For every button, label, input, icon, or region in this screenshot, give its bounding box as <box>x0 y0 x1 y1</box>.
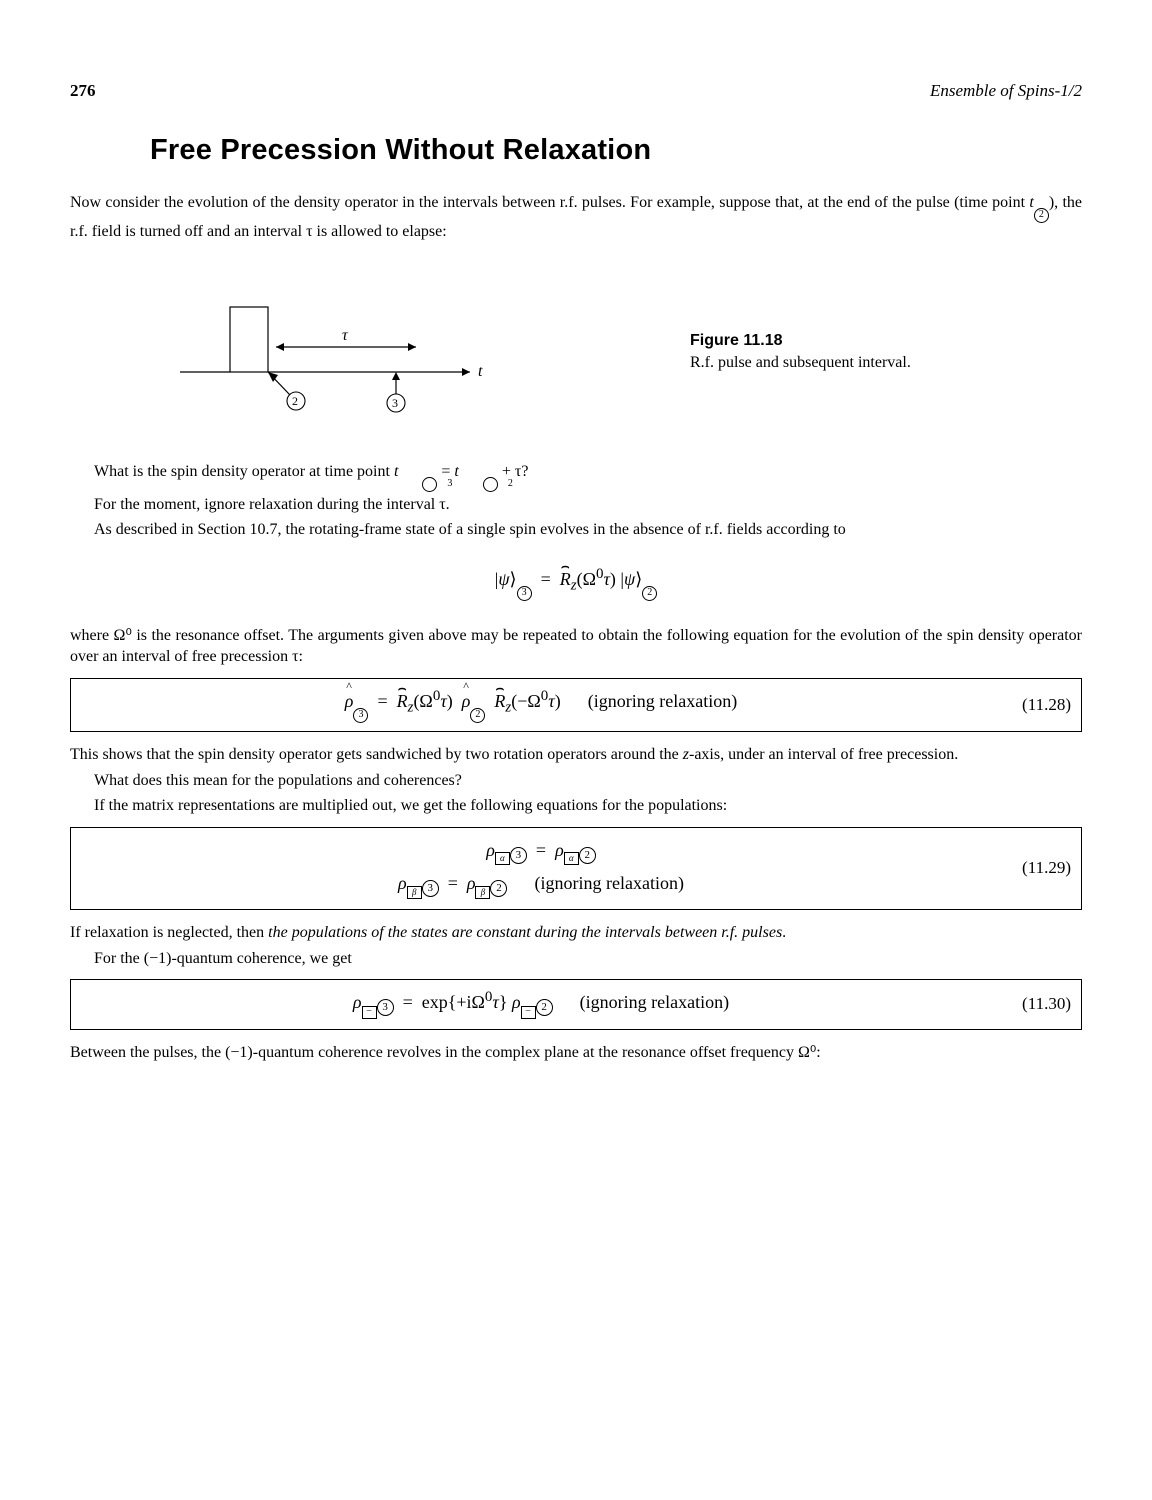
paragraph: For the (−1)-quantum coherence, we get <box>70 948 1082 970</box>
paragraph: If the matrix representations are multip… <box>70 795 1082 817</box>
page: 276 Ensemble of Spins-1/2 Free Precessio… <box>0 0 1152 1500</box>
equation-number: (11.29) <box>1001 857 1071 880</box>
svg-text:τ: τ <box>342 327 349 344</box>
svg-text:2: 2 <box>292 394 298 408</box>
equation-body: ρ−3 = exp{+iΩ0τ} ρ−2 (ignoring relaxatio… <box>81 990 1001 1019</box>
text: the populations of the states are consta… <box>268 924 782 941</box>
equation-note: (ignoring relaxation) <box>588 691 737 711</box>
boxed-equation: ρ−3 = exp{+iΩ0τ} ρ−2 (ignoring relaxatio… <box>70 979 1082 1030</box>
svg-text:t: t <box>478 363 483 380</box>
svg-text:3: 3 <box>392 396 398 410</box>
page-number: 276 <box>70 80 96 103</box>
equation-note: (ignoring relaxation) <box>580 992 729 1012</box>
section-title: Free Precession Without Relaxation <box>150 131 1082 170</box>
text: + τ? <box>498 463 529 480</box>
equation-body: ρα3 = ρα2 ρβ3 = ρβ2 (ignoring relaxation… <box>81 838 1001 899</box>
text: What is the spin density operator at tim… <box>94 463 394 480</box>
text: Now consider the evolution of the densit… <box>70 194 1029 211</box>
equation-number: (11.30) <box>1001 993 1071 1016</box>
boxed-equation: ρ3 = Rz(Ω0τ) ρ2 Rz(−Ω0τ) (ignoring relax… <box>70 678 1082 732</box>
figure-caption: Figure 11.18 R.f. pulse and subsequent i… <box>630 330 1082 373</box>
paragraph: This shows that the spin density operato… <box>70 744 1082 766</box>
paragraph: What does this mean for the populations … <box>70 770 1082 792</box>
text: . <box>782 924 786 941</box>
paragraph: As described in Section 10.7, the rotati… <box>70 519 1082 541</box>
text: If relaxation is neglected, then <box>70 924 268 941</box>
circled-3-icon: 3 <box>422 477 437 492</box>
circled-2-icon: 2 <box>1034 208 1049 223</box>
figure-diagram: t τ 2 3 <box>70 277 630 427</box>
circled-2-icon: 2 <box>483 477 498 492</box>
figure-caption-text: R.f. pulse and subsequent interval. <box>690 352 1082 374</box>
paragraph: For the moment, ignore relaxation during… <box>70 494 1082 516</box>
page-header: 276 Ensemble of Spins-1/2 <box>70 80 1082 103</box>
paragraph: Now consider the evolution of the densit… <box>70 192 1082 243</box>
paragraph: If relaxation is neglected, then the pop… <box>70 922 1082 944</box>
text: This shows that the spin density operato… <box>70 746 683 763</box>
figure-row: t τ 2 3 Figure 11.18 R.f. pulse and sub <box>70 277 1082 427</box>
boxed-equation: ρα3 = ρα2 ρβ3 = ρβ2 (ignoring relaxation… <box>70 827 1082 910</box>
equation-number: (11.28) <box>1001 694 1071 717</box>
figure-label: Figure 11.18 <box>690 330 1082 352</box>
paragraph: Between the pulses, the (−1)-quantum coh… <box>70 1042 1082 1064</box>
text: -axis, under an interval of free precess… <box>689 746 958 763</box>
running-head: Ensemble of Spins-1/2 <box>930 80 1082 103</box>
paragraph: What is the spin density operator at tim… <box>70 461 1082 490</box>
equation-body: ρ3 = Rz(Ω0τ) ρ2 Rz(−Ω0τ) (ignoring relax… <box>81 689 1001 721</box>
paragraph: where Ω⁰ is the resonance offset. The ar… <box>70 625 1082 668</box>
equation-display: |ψ⟩3 = Rz(Ω0τ) |ψ⟩2 <box>70 567 1082 599</box>
equation-note: (ignoring relaxation) <box>534 873 683 893</box>
